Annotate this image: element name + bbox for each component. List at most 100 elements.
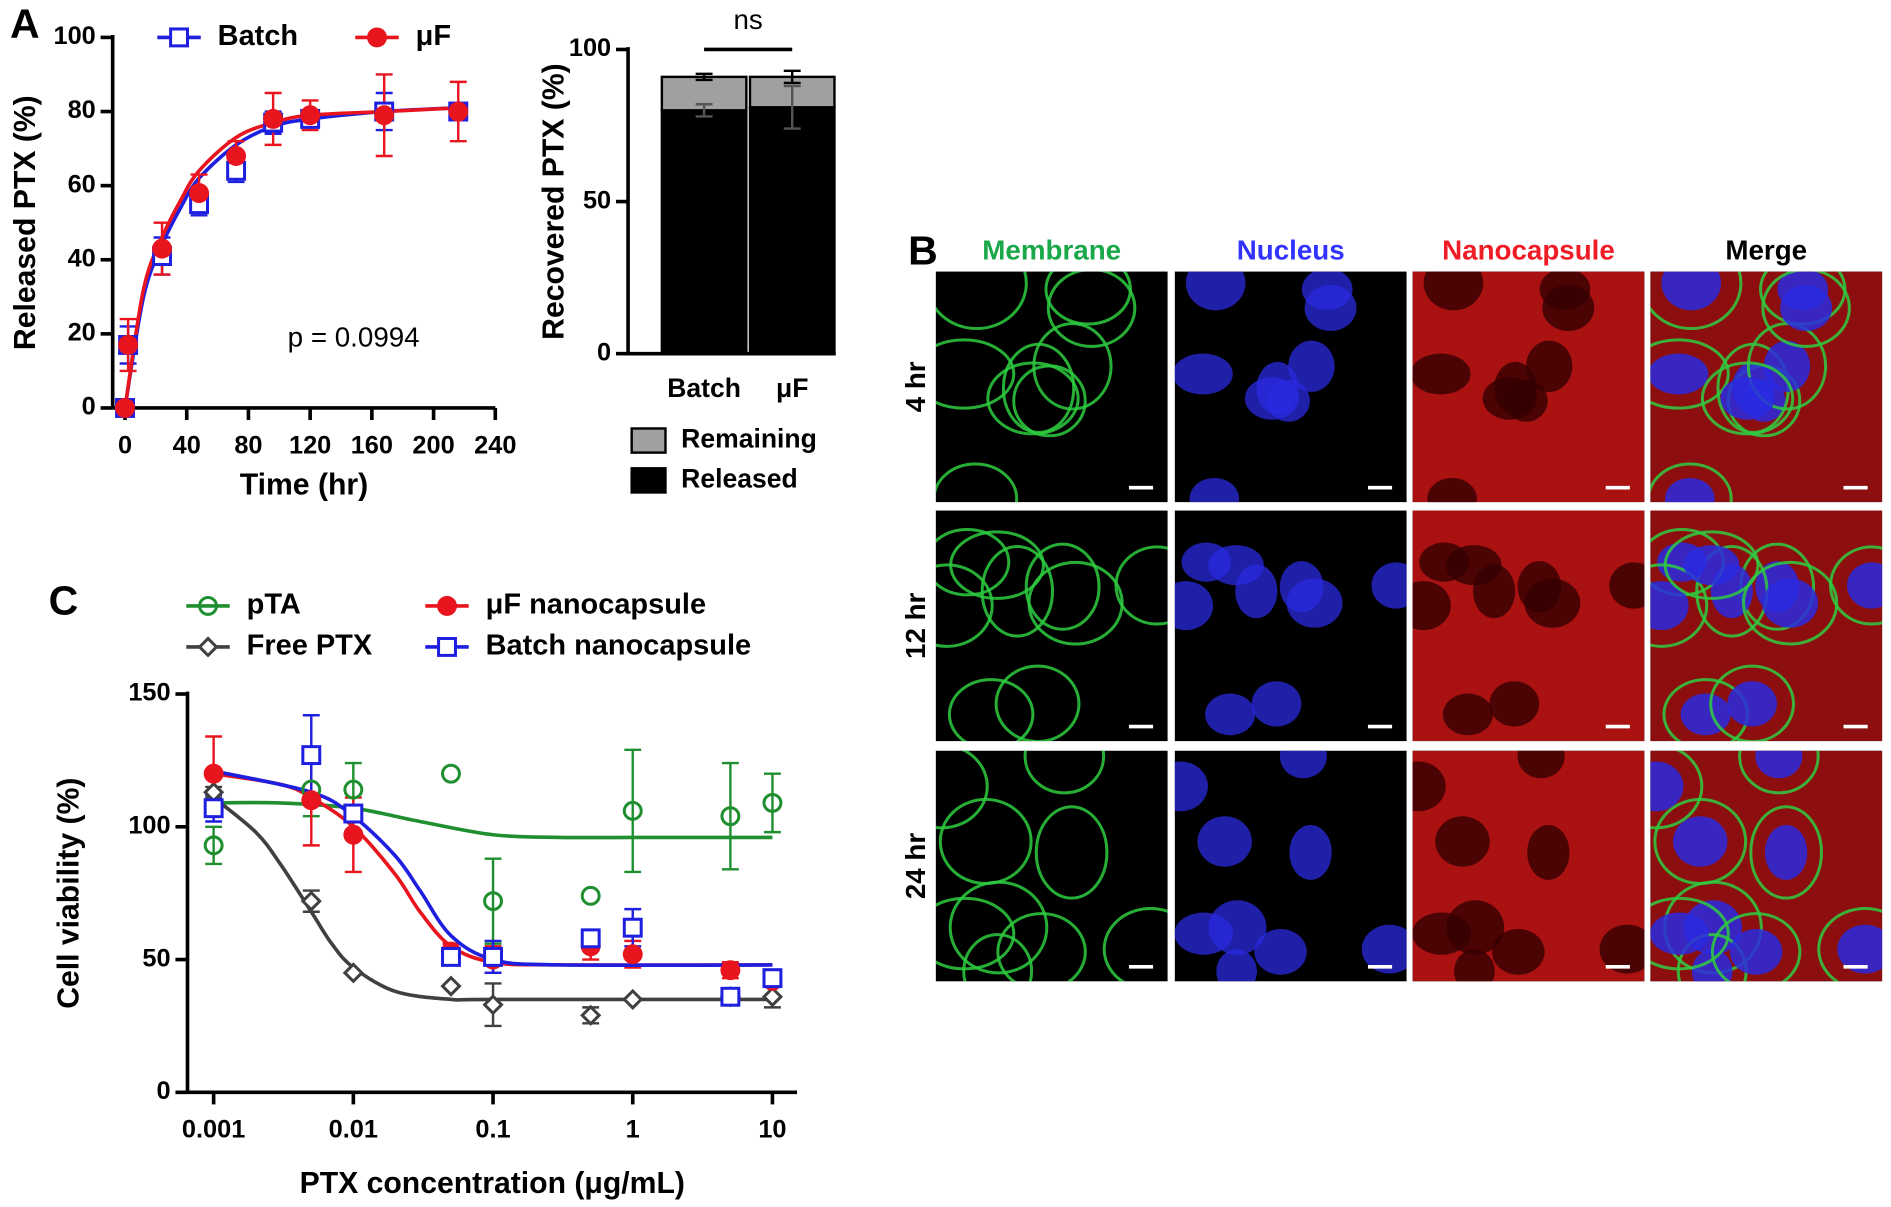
marker: [441, 763, 461, 784]
marker: [448, 101, 469, 122]
y-tick-label: 50: [583, 186, 611, 214]
nucleus: [1720, 377, 1775, 420]
marker: [203, 763, 224, 784]
marker: [622, 988, 644, 1010]
marker: [437, 595, 457, 616]
membrane: [935, 563, 994, 648]
marker: [197, 636, 219, 658]
fit-curve: [213, 800, 773, 840]
membrane: [935, 462, 1019, 503]
nucleus-void: [1489, 681, 1540, 727]
image-content: [1174, 542, 1407, 736]
x-tick-label: 120: [289, 431, 331, 459]
nucleus: [1691, 949, 1733, 982]
marker: [343, 824, 364, 845]
nucleus: [1763, 340, 1811, 392]
time-label: 12 hr: [900, 592, 931, 659]
nucleus-void: [1524, 578, 1581, 628]
y-tick-label: 0: [82, 393, 96, 421]
fit-curve: [123, 106, 459, 409]
image-content: [935, 750, 1168, 982]
error-bar: [695, 103, 713, 118]
membrane: [1046, 271, 1137, 348]
nucleus-void: [1442, 693, 1493, 736]
legend-label: Remaining: [681, 424, 817, 454]
membrane: [1650, 563, 1709, 648]
membrane: [935, 896, 1016, 971]
x-tick-label: 240: [474, 431, 516, 459]
micrograph: [935, 510, 1168, 742]
micrograph: [1412, 750, 1645, 982]
legend-swatch: [630, 467, 667, 494]
marker: [622, 917, 643, 938]
x-tick-label: 0.001: [182, 1116, 245, 1144]
nucleus: [1216, 949, 1257, 982]
marker: [300, 105, 321, 126]
membrane: [1746, 322, 1828, 411]
nucleus-void: [1412, 912, 1471, 955]
marker: [441, 946, 461, 967]
nucleus: [1286, 578, 1343, 628]
x-tick-label: 160: [351, 431, 393, 459]
micrograph: [1174, 750, 1407, 982]
error-bar: [205, 825, 223, 866]
membrane: [949, 530, 1045, 600]
nucleus: [1729, 928, 1783, 975]
legend-label: Batch nanocapsule: [486, 630, 751, 662]
marker: [152, 238, 172, 259]
membrane: [1650, 338, 1730, 410]
micrograph: [1412, 510, 1645, 742]
y-tick-label: 100: [54, 22, 96, 50]
marker: [367, 27, 387, 48]
nucleus-void: [1492, 928, 1545, 975]
legend-swatch: [630, 427, 667, 454]
nucleus-void: [1527, 825, 1570, 880]
annotation: p = 0.0994: [288, 321, 420, 352]
marker: [622, 944, 643, 965]
membrane: [935, 527, 1011, 597]
membrane: [935, 338, 1016, 410]
image-content: [1650, 271, 1883, 503]
micrograph: [1174, 271, 1407, 503]
nucleus-void: [1412, 581, 1451, 631]
marker: [342, 962, 364, 984]
nucleus: [1288, 340, 1335, 392]
membrane: [1650, 750, 1704, 830]
marker: [622, 800, 643, 821]
nucleus: [1755, 750, 1803, 779]
x-tick-label: μF: [776, 373, 808, 403]
membrane: [1749, 805, 1823, 900]
image-content: [1650, 510, 1883, 742]
x-tick-label: 80: [234, 431, 262, 459]
annotation: ns: [733, 4, 762, 35]
nucleus: [1254, 928, 1307, 975]
nucleus-void: [1435, 816, 1490, 867]
micrograph: [1650, 510, 1883, 742]
nucleus: [1650, 581, 1689, 631]
membrane: [996, 912, 1087, 982]
nucleus: [1361, 924, 1407, 974]
nucleus-void: [1526, 340, 1573, 392]
nucleus: [1185, 271, 1246, 311]
y-axis-title: Released PTX (%): [9, 95, 42, 350]
nucleus: [1727, 681, 1777, 727]
image-frame: [935, 510, 1168, 742]
nucleus: [1780, 284, 1833, 332]
y-tick-label: 80: [68, 96, 96, 124]
membrane: [935, 271, 1028, 331]
legend-label: μF: [416, 20, 451, 52]
bar-segment: [748, 106, 836, 355]
y-tick-label: 50: [142, 944, 170, 972]
x-tick-label: 1: [626, 1116, 640, 1144]
nucleus: [1289, 825, 1332, 880]
nucleus-void: [1427, 477, 1477, 503]
marker: [762, 792, 783, 813]
legend-label: μF nanocapsule: [486, 589, 706, 621]
image-content: [1174, 271, 1357, 503]
channel-label: Merge: [1725, 235, 1807, 266]
marker: [203, 798, 224, 819]
x-tick-label: 0: [118, 431, 132, 459]
marker: [226, 146, 247, 166]
marker: [118, 335, 139, 355]
